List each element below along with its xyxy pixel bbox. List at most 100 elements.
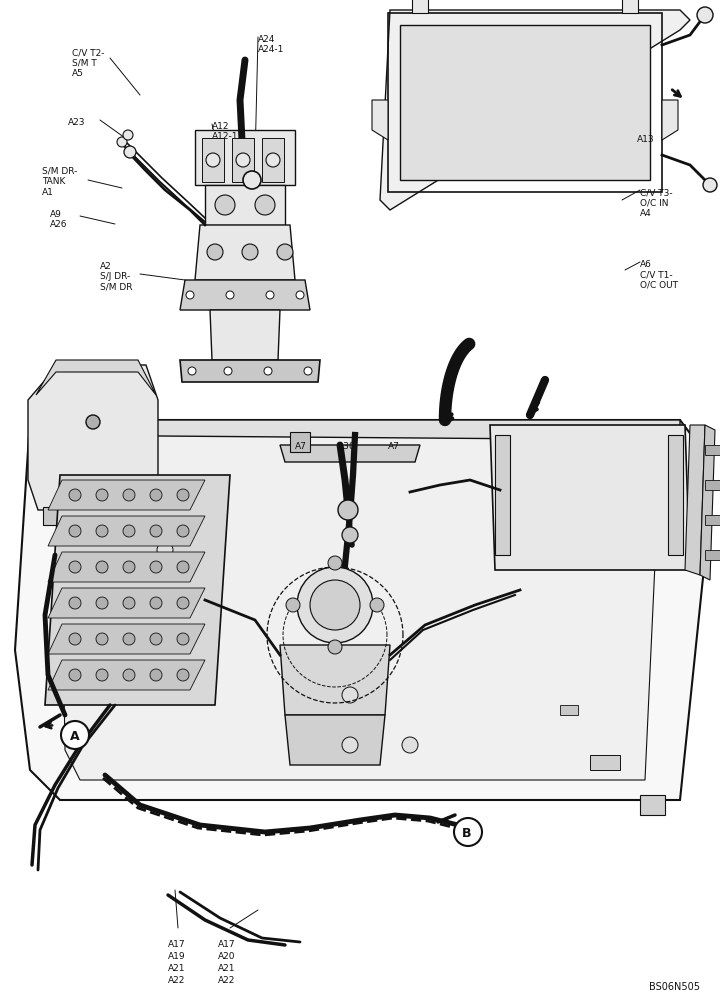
Circle shape xyxy=(150,525,162,537)
Circle shape xyxy=(242,244,258,260)
Circle shape xyxy=(123,525,135,537)
Circle shape xyxy=(215,195,235,215)
Bar xyxy=(262,138,284,182)
Circle shape xyxy=(177,489,189,501)
Circle shape xyxy=(177,669,189,681)
Circle shape xyxy=(207,244,223,260)
Text: A19: A19 xyxy=(168,952,186,961)
Circle shape xyxy=(304,367,312,375)
Polygon shape xyxy=(60,435,660,780)
Polygon shape xyxy=(48,552,205,582)
Bar xyxy=(290,432,310,452)
Polygon shape xyxy=(685,425,705,575)
Circle shape xyxy=(338,500,358,520)
Text: A9
A26: A9 A26 xyxy=(50,210,68,229)
Polygon shape xyxy=(180,360,320,382)
Circle shape xyxy=(96,525,108,537)
Circle shape xyxy=(86,415,100,429)
Circle shape xyxy=(177,597,189,609)
Circle shape xyxy=(69,633,81,645)
Bar xyxy=(622,0,638,13)
Circle shape xyxy=(123,597,135,609)
Bar xyxy=(232,138,254,182)
Text: A20: A20 xyxy=(218,952,235,961)
Bar xyxy=(560,705,578,715)
Circle shape xyxy=(96,597,108,609)
Text: A17: A17 xyxy=(168,940,186,949)
Polygon shape xyxy=(28,365,158,510)
Circle shape xyxy=(69,597,81,609)
Circle shape xyxy=(186,291,194,299)
Bar xyxy=(43,507,143,525)
Polygon shape xyxy=(210,310,280,360)
Circle shape xyxy=(277,244,293,260)
Circle shape xyxy=(123,669,135,681)
Circle shape xyxy=(297,567,373,643)
Circle shape xyxy=(454,818,482,846)
Polygon shape xyxy=(48,480,205,510)
Polygon shape xyxy=(285,715,385,765)
Circle shape xyxy=(69,669,81,681)
Text: A30: A30 xyxy=(338,442,356,451)
Text: A7: A7 xyxy=(295,442,307,451)
Polygon shape xyxy=(195,225,295,280)
Circle shape xyxy=(206,153,220,167)
Circle shape xyxy=(328,556,342,570)
Circle shape xyxy=(150,597,162,609)
Polygon shape xyxy=(15,420,710,800)
Circle shape xyxy=(123,633,135,645)
Circle shape xyxy=(123,561,135,573)
Polygon shape xyxy=(280,645,390,715)
Circle shape xyxy=(124,146,136,158)
Circle shape xyxy=(150,669,162,681)
Circle shape xyxy=(123,489,135,501)
Circle shape xyxy=(112,672,128,688)
Polygon shape xyxy=(36,360,156,395)
Circle shape xyxy=(286,598,300,612)
Circle shape xyxy=(96,633,108,645)
Circle shape xyxy=(69,561,81,573)
Circle shape xyxy=(69,489,81,501)
Circle shape xyxy=(224,367,232,375)
Circle shape xyxy=(177,633,189,645)
Polygon shape xyxy=(490,425,690,570)
Bar xyxy=(202,138,224,182)
Text: A6
C/V T1-
O/C OUT: A6 C/V T1- O/C OUT xyxy=(640,260,678,290)
Circle shape xyxy=(342,527,358,543)
Text: BS06N505: BS06N505 xyxy=(649,982,700,992)
Text: A13: A13 xyxy=(637,135,654,144)
Circle shape xyxy=(69,525,81,537)
Text: A17: A17 xyxy=(218,940,235,949)
Circle shape xyxy=(255,195,275,215)
Bar xyxy=(400,25,650,180)
Circle shape xyxy=(123,130,133,140)
Polygon shape xyxy=(205,185,285,225)
Text: A24
A24-1: A24 A24-1 xyxy=(258,35,284,54)
Circle shape xyxy=(150,633,162,645)
Circle shape xyxy=(296,291,304,299)
Text: B: B xyxy=(462,827,472,840)
Polygon shape xyxy=(48,624,205,654)
Polygon shape xyxy=(372,100,388,140)
Text: A21: A21 xyxy=(168,964,186,973)
Circle shape xyxy=(96,669,108,681)
Text: A22: A22 xyxy=(218,976,235,985)
Circle shape xyxy=(697,7,713,23)
Circle shape xyxy=(177,525,189,537)
Text: A: A xyxy=(70,730,80,743)
Text: A23: A23 xyxy=(68,118,86,127)
Circle shape xyxy=(703,178,717,192)
Bar xyxy=(668,435,683,555)
Circle shape xyxy=(177,561,189,573)
Text: A21: A21 xyxy=(218,964,235,973)
Polygon shape xyxy=(195,130,295,185)
Circle shape xyxy=(157,542,173,558)
Circle shape xyxy=(150,561,162,573)
Polygon shape xyxy=(48,516,205,546)
Text: A12
A12-1: A12 A12-1 xyxy=(212,122,238,141)
Text: A22: A22 xyxy=(168,976,185,985)
Circle shape xyxy=(402,737,418,753)
Circle shape xyxy=(266,291,274,299)
Text: S/M DR-
TANK
A1: S/M DR- TANK A1 xyxy=(42,167,77,197)
Bar xyxy=(388,13,662,192)
